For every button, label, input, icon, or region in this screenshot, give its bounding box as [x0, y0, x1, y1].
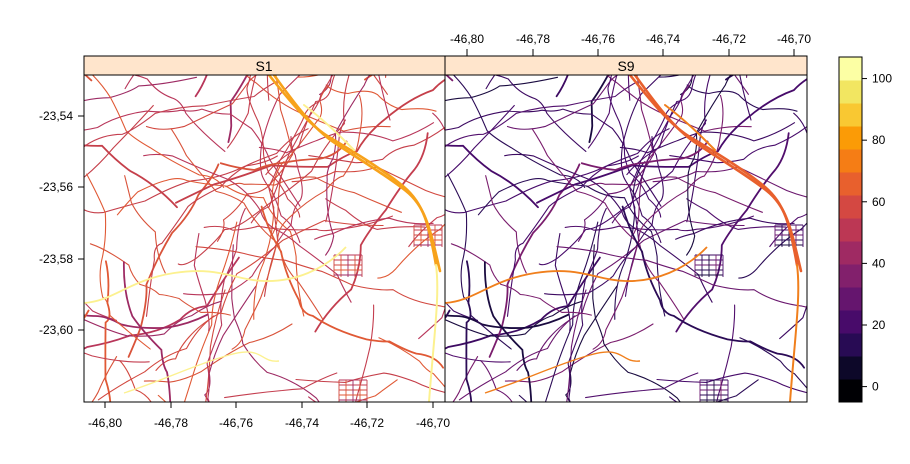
panel-frame-s1: [83, 74, 446, 403]
x-tick-label: -46,76: [219, 416, 253, 430]
x-tick-label: -46,78: [154, 416, 188, 430]
y-tick-label: -23,56: [39, 180, 73, 194]
x-top-tick-label: -46,70: [777, 32, 811, 46]
x-axis-bottom: -46,80 -46,78 -46,76 -46,74 -46,72 -46,70: [84, 401, 450, 430]
x-tick-label: -46,80: [88, 416, 122, 430]
x-top-tick-label: -46,76: [581, 32, 615, 46]
y-tick-label: -23,60: [39, 323, 73, 337]
colorbar-swatch: [839, 149, 862, 173]
colorbar-tick-label: 0: [872, 380, 879, 394]
road-network-s1: [84, 75, 445, 402]
x-tick-label: -46,70: [416, 416, 450, 430]
colorbar-swatch: [839, 195, 862, 219]
panel-label-s1: S1: [255, 58, 272, 74]
panel-frame-s9: [444, 74, 808, 403]
colorbar-swatch: [839, 126, 862, 150]
x-top-tick-label: -46,80: [450, 32, 484, 46]
x-axis-top: -46,80 -46,78 -46,76 -46,74 -46,72 -46,70: [450, 32, 811, 56]
colorbar-swatch: [839, 172, 862, 196]
colorbar-swatch: [839, 287, 862, 311]
colorbar-swatch: [839, 379, 862, 403]
x-tick-label: -46,74: [285, 416, 319, 430]
panel-label-s9: S9: [617, 58, 634, 74]
colorbar-swatch: [839, 57, 862, 81]
y-tick-label: -23,58: [39, 252, 73, 266]
colorbar-swatch: [839, 241, 862, 265]
road-network-s9: [445, 75, 807, 402]
x-top-tick-label: -46,74: [646, 32, 680, 46]
y-tick-label: -23,54: [39, 109, 73, 123]
x-top-tick-label: -46,78: [516, 32, 550, 46]
colorbar-swatch: [839, 264, 862, 288]
colorbar-tick-label: 80: [872, 133, 886, 147]
y-axis-left: -23,54 -23,56 -23,58 -23,60: [39, 109, 84, 337]
colorbar-tick-label: 60: [872, 195, 886, 209]
x-tick-label: -46,72: [350, 416, 384, 430]
colorbar-tick-label: 20: [872, 318, 886, 332]
colorbar-tick-label: 100: [872, 72, 892, 86]
colorbar-swatch: [839, 103, 862, 127]
colorbar-swatch: [839, 80, 862, 104]
colorbar-swatch: [839, 310, 862, 334]
colorbar-tick-label: 40: [872, 256, 886, 270]
x-top-tick-label: -46,72: [712, 32, 746, 46]
colorbar-legend: 0 20 40 60 80 100: [838, 56, 892, 403]
colorbar-swatch: [839, 333, 862, 357]
colorbar-swatch: [839, 218, 862, 242]
colorbar-swatch: [839, 356, 862, 380]
